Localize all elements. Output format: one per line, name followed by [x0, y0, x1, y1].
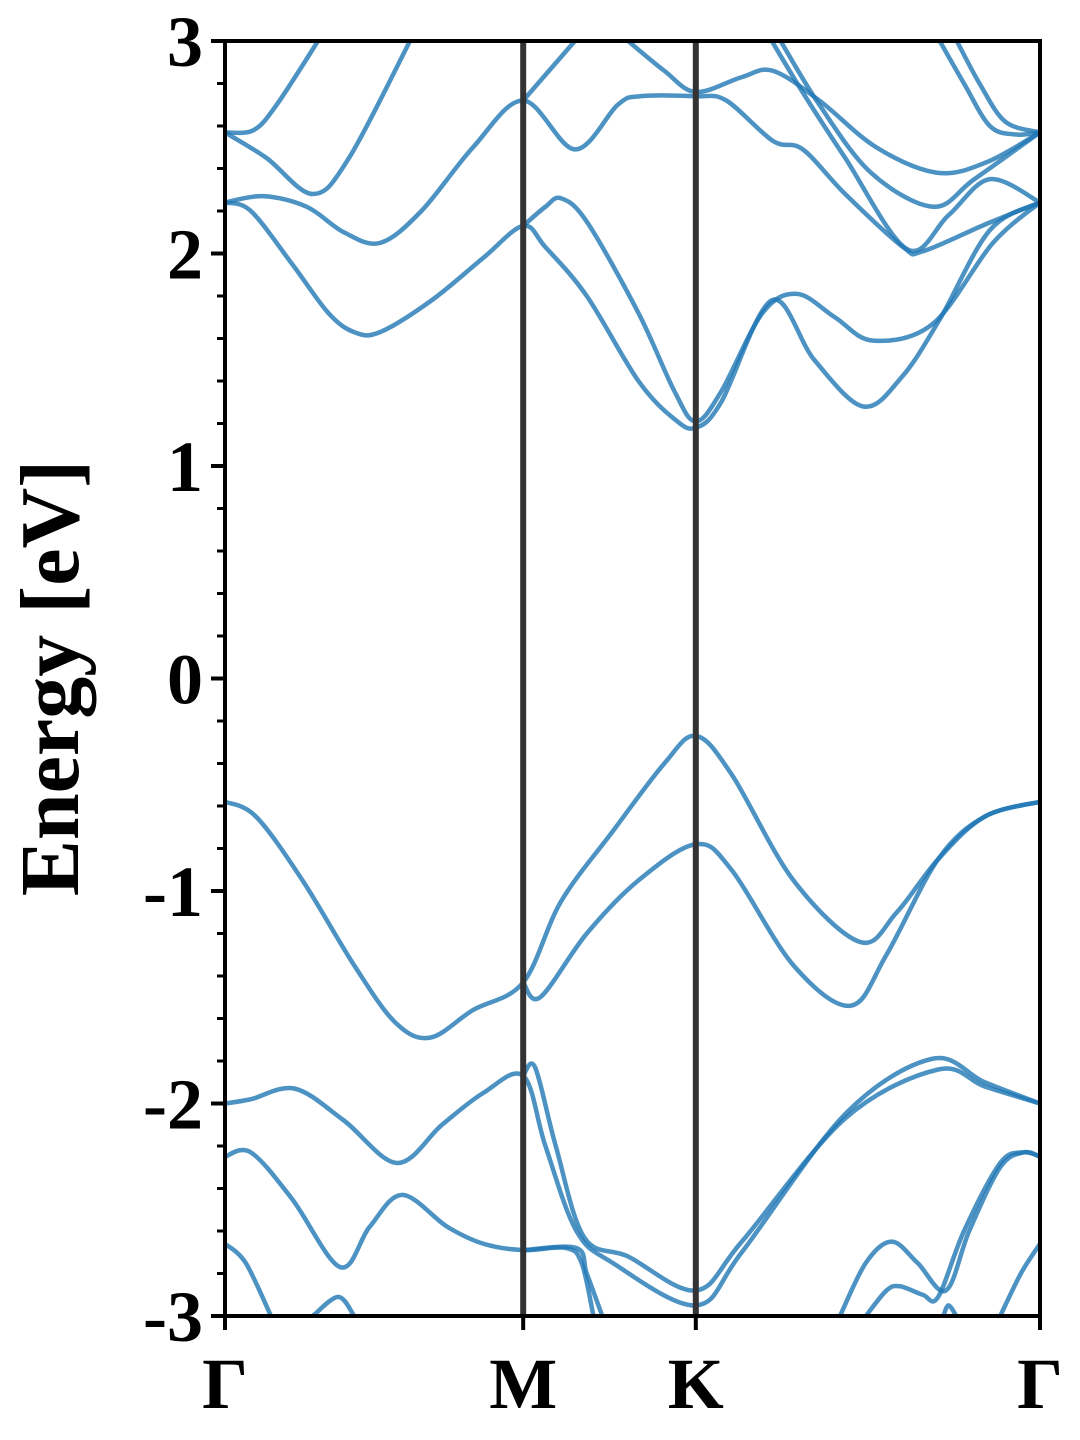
- band-line-8: [937, 41, 1040, 137]
- x-tick-label-Γ: Γ: [202, 1344, 248, 1424]
- y-tick-label: -1: [143, 852, 203, 932]
- band-line-19: [863, 1149, 1040, 1316]
- band-line-2: [520, 195, 1040, 424]
- x-tick-label-Γ: Γ: [1017, 1344, 1063, 1424]
- band-line-6: [769, 41, 1040, 254]
- band-line-11: [225, 41, 413, 197]
- band-line-7: [778, 41, 1040, 209]
- band-line-20: [941, 1303, 959, 1316]
- x-tick-label-K: K: [668, 1344, 724, 1424]
- x-tick-label-M: M: [489, 1344, 557, 1424]
- band-line-3: [225, 93, 1040, 257]
- symmetry-lines-layer: [520, 41, 699, 1316]
- ticks-layer: -3 -2 -1 0 1 2 3 Γ M K Γ: [143, 2, 1063, 1424]
- y-tick-label: 3: [167, 2, 203, 82]
- band-line-12: [225, 733, 1040, 1041]
- band-line-16: [225, 1147, 596, 1316]
- band-line-13: [520, 799, 1040, 1009]
- band-line-17: [520, 1244, 605, 1316]
- band-line-23: [997, 1241, 1040, 1316]
- y-tick-label: 1: [167, 427, 203, 507]
- band-line-1: [225, 200, 1040, 431]
- band-line-10: [225, 41, 321, 136]
- band-line-9: [954, 41, 1040, 135]
- band-line-21: [225, 1241, 274, 1316]
- band-line-4: [520, 41, 578, 103]
- y-tick-label: 2: [167, 215, 203, 295]
- y-tick-label: 0: [167, 640, 203, 720]
- y-axis-label: Energy [eV]: [4, 460, 97, 896]
- bands-layer: [225, 41, 1040, 1316]
- band-line-22: [310, 1294, 357, 1316]
- band-line-14: [225, 1055, 1040, 1308]
- band-line-15: [520, 1061, 1040, 1293]
- y-tick-label: -3: [143, 1277, 203, 1357]
- y-tick-label: -2: [143, 1065, 203, 1145]
